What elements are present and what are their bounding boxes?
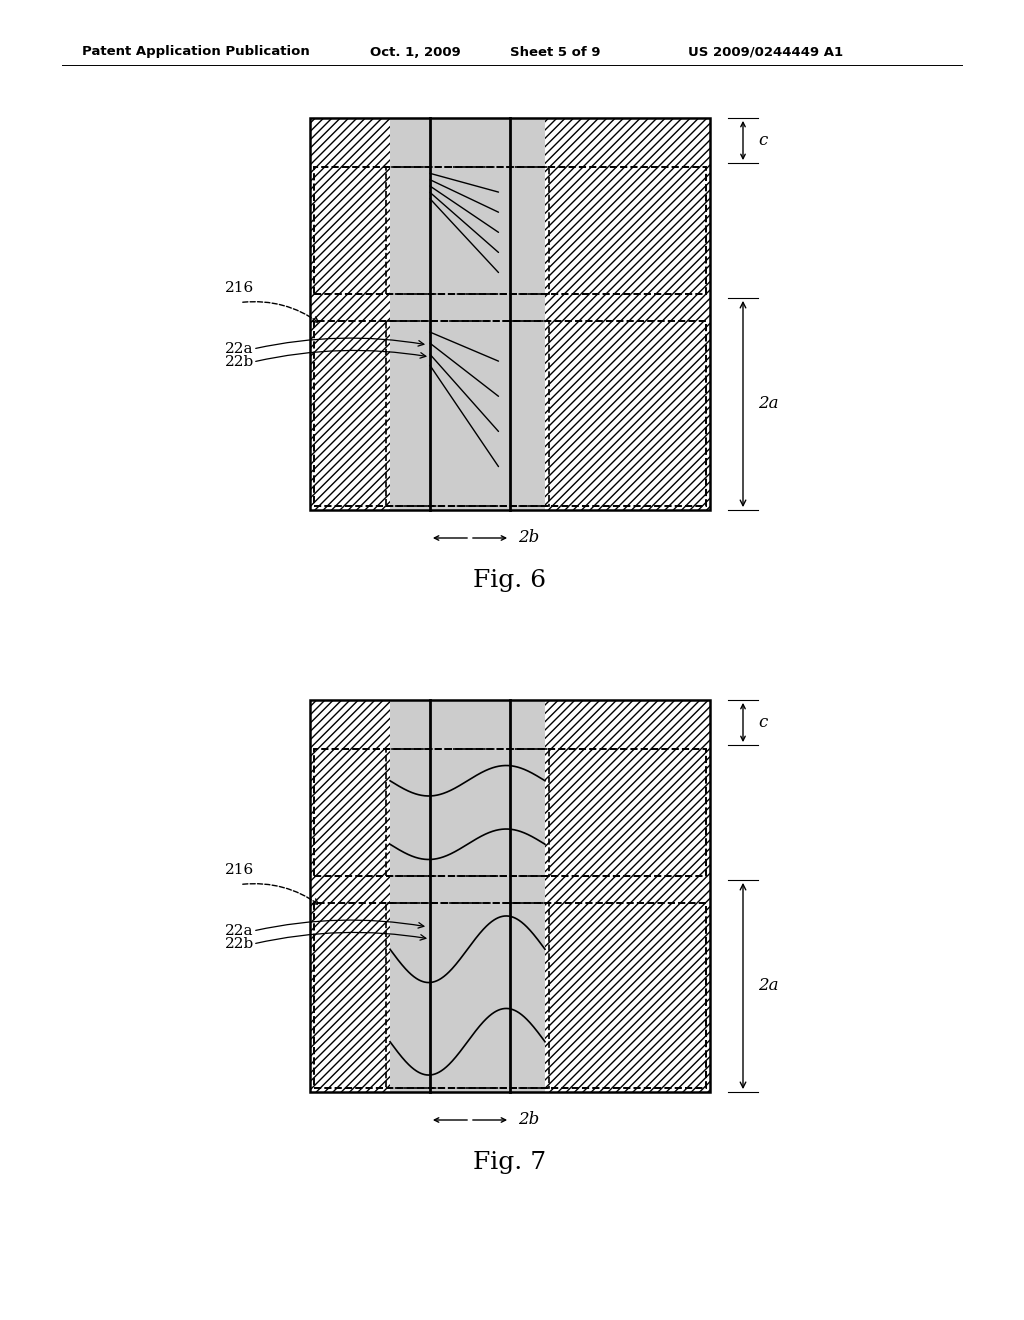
Bar <box>310 700 390 1092</box>
Bar <box>390 117 545 510</box>
Bar <box>386 168 549 294</box>
Bar <box>314 321 706 506</box>
Bar <box>386 903 549 1088</box>
Text: 2a: 2a <box>758 396 778 412</box>
Text: c: c <box>758 714 767 731</box>
Text: Patent Application Publication: Patent Application Publication <box>82 45 309 58</box>
Bar <box>310 700 710 1092</box>
Bar <box>386 748 549 876</box>
Text: Oct. 1, 2009: Oct. 1, 2009 <box>370 45 461 58</box>
Text: US 2009/0244449 A1: US 2009/0244449 A1 <box>688 45 843 58</box>
Text: Fig. 7: Fig. 7 <box>473 1151 547 1173</box>
Text: 216: 216 <box>225 281 254 294</box>
Text: 2a: 2a <box>758 978 778 994</box>
Text: 22b: 22b <box>225 355 254 370</box>
Text: 216: 216 <box>225 862 254 876</box>
Bar <box>310 117 390 510</box>
Text: c: c <box>758 132 767 149</box>
Text: Sheet 5 of 9: Sheet 5 of 9 <box>510 45 600 58</box>
Bar <box>310 117 710 510</box>
Text: 22a: 22a <box>225 924 254 939</box>
Text: Fig. 6: Fig. 6 <box>473 569 547 591</box>
Text: 22a: 22a <box>225 342 254 356</box>
Bar <box>314 168 706 294</box>
Bar <box>390 700 545 1092</box>
Bar <box>314 903 706 1088</box>
Bar <box>314 748 706 876</box>
Text: 2b: 2b <box>518 529 540 546</box>
Bar <box>386 321 549 506</box>
Text: 22b: 22b <box>225 937 254 950</box>
Text: 2b: 2b <box>518 1111 540 1129</box>
Bar <box>545 700 710 1092</box>
Bar <box>545 117 710 510</box>
